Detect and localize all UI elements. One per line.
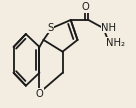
Text: S: S — [47, 23, 53, 33]
Text: O: O — [36, 89, 43, 99]
Text: NH₂: NH₂ — [106, 38, 125, 48]
Text: NH: NH — [101, 23, 116, 33]
Text: O: O — [81, 2, 89, 12]
